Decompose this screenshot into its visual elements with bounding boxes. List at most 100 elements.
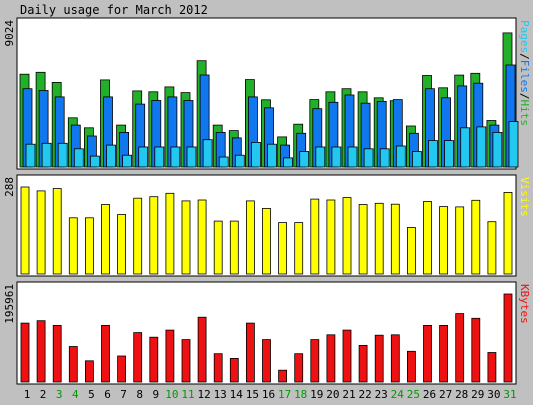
bar-kbytes-day-24: [390, 334, 400, 383]
day-label-28: 28: [455, 388, 468, 401]
bar-kbytes-day-6: [101, 324, 110, 383]
day-label-8: 8: [136, 388, 143, 401]
bar-kbytes-day-21: [342, 329, 352, 383]
bar-kbytes-day-10: [165, 329, 175, 383]
bar-kbytes-day-2: [36, 320, 46, 383]
bar-pages-day-14: [234, 154, 245, 168]
bar-visits-day-10: [165, 192, 175, 275]
day-label-25: 25: [407, 388, 420, 401]
bar-kbytes-day-14: [229, 357, 239, 383]
bar-pages-day-3: [57, 142, 68, 168]
panel-legend: Pages/Files/Hits: [518, 20, 531, 126]
day-label-1: 1: [24, 388, 31, 401]
bar-visits-day-9: [149, 196, 159, 275]
bar-pages-day-1: [25, 143, 36, 168]
bar-kbytes-day-3: [52, 324, 62, 383]
bar-kbytes-day-26: [423, 324, 432, 383]
bar-visits-day-14: [229, 220, 239, 275]
bar-pages-day-17: [283, 157, 294, 168]
bar-kbytes-day-11: [181, 339, 191, 383]
day-label-24: 24: [391, 388, 405, 401]
bar-pages-day-18: [299, 151, 310, 168]
chart-panels: 9024 Pages/Files/Hits 288 Visits 195961 KByte…: [3, 17, 531, 385]
day-label-17: 17: [278, 388, 291, 401]
panel-hits-files-pages: 9024 Pages/Files/Hits: [3, 17, 531, 170]
bar-kbytes-day-7: [117, 355, 126, 383]
bar-kbytes-day-5: [85, 360, 94, 383]
bar-visits-day-4: [68, 217, 78, 275]
bar-visits-day-8: [133, 197, 143, 275]
day-label-30: 30: [487, 388, 500, 401]
bar-visits-day-24: [390, 203, 400, 275]
bar-visits-day-30: [487, 221, 497, 275]
bar-pages-day-15: [250, 141, 261, 168]
day-label-20: 20: [326, 388, 339, 401]
legend-part: /: [518, 93, 531, 100]
bar-pages-day-16: [267, 143, 277, 168]
bar-pages-day-28: [460, 127, 471, 168]
bar-visits-day-18: [294, 222, 304, 275]
legend-part: Hits: [518, 100, 531, 127]
bar-kbytes-day-19: [310, 339, 320, 383]
bar-pages-day-29: [476, 126, 487, 168]
bar-visits-day-31: [503, 191, 513, 275]
bar-visits-day-21: [342, 197, 352, 275]
day-label-11: 11: [181, 388, 194, 401]
bar-pages-day-30: [492, 131, 503, 168]
bar-kbytes-day-27: [439, 324, 449, 383]
bar-visits-day-23: [374, 202, 384, 275]
day-label-31: 31: [503, 388, 516, 401]
day-label-15: 15: [246, 388, 259, 401]
legend-part: KBytes: [518, 284, 531, 324]
max-value-label: 9024: [3, 20, 16, 47]
bar-pages-day-22: [363, 148, 374, 168]
bar-visits-day-7: [117, 214, 126, 275]
bar-pages-day-21: [347, 146, 358, 168]
legend-part: /: [518, 53, 531, 60]
day-label-6: 6: [104, 388, 111, 401]
bar-visits-day-2: [36, 190, 46, 275]
bar-visits-day-26: [423, 201, 432, 275]
bar-kbytes-day-17: [278, 369, 288, 383]
bar-pages-day-8: [138, 146, 149, 168]
bar-pages-day-24: [395, 145, 406, 168]
bar-visits-day-20: [326, 199, 336, 275]
bar-pages-day-27: [444, 140, 455, 168]
bar-kbytes-day-23: [374, 334, 384, 383]
bar-pages-day-6: [106, 144, 116, 168]
bar-kbytes-day-20: [326, 334, 336, 383]
bar-pages-day-11: [186, 146, 197, 168]
bar-pages-day-4: [73, 148, 84, 168]
bar-kbytes-day-25: [406, 350, 416, 383]
bar-pages-day-7: [122, 154, 132, 168]
day-label-14: 14: [230, 388, 244, 401]
bar-visits-day-17: [278, 222, 288, 275]
bar-kbytes-day-29: [471, 317, 481, 383]
bar-pages-day-19: [315, 146, 326, 168]
day-label-10: 10: [165, 388, 178, 401]
bar-kbytes-day-13: [213, 353, 223, 383]
bar-kbytes-day-28: [455, 313, 465, 383]
day-label-29: 29: [471, 388, 484, 401]
day-label-26: 26: [423, 388, 436, 401]
day-label-7: 7: [120, 388, 127, 401]
bar-visits-day-22: [358, 204, 368, 275]
day-label-3: 3: [56, 388, 63, 401]
bar-pages-day-2: [41, 142, 52, 168]
bar-kbytes-day-31: [503, 293, 513, 383]
max-value-label: 288: [3, 177, 16, 197]
bar-visits-day-16: [262, 207, 271, 275]
legend-part: Visits: [518, 177, 531, 217]
bar-pages-day-13: [218, 156, 229, 168]
day-label-22: 22: [358, 388, 371, 401]
bar-visits-day-3: [52, 188, 62, 275]
bar-kbytes-day-16: [262, 339, 271, 383]
bar-pages-day-5: [90, 155, 100, 168]
day-label-21: 21: [342, 388, 355, 401]
panel-kbytes: 195961 KBytes: [3, 281, 531, 385]
bar-kbytes-day-18: [294, 353, 304, 383]
bar-kbytes-day-12: [197, 316, 207, 383]
bar-visits-day-1: [20, 186, 30, 275]
day-label-4: 4: [72, 388, 79, 401]
